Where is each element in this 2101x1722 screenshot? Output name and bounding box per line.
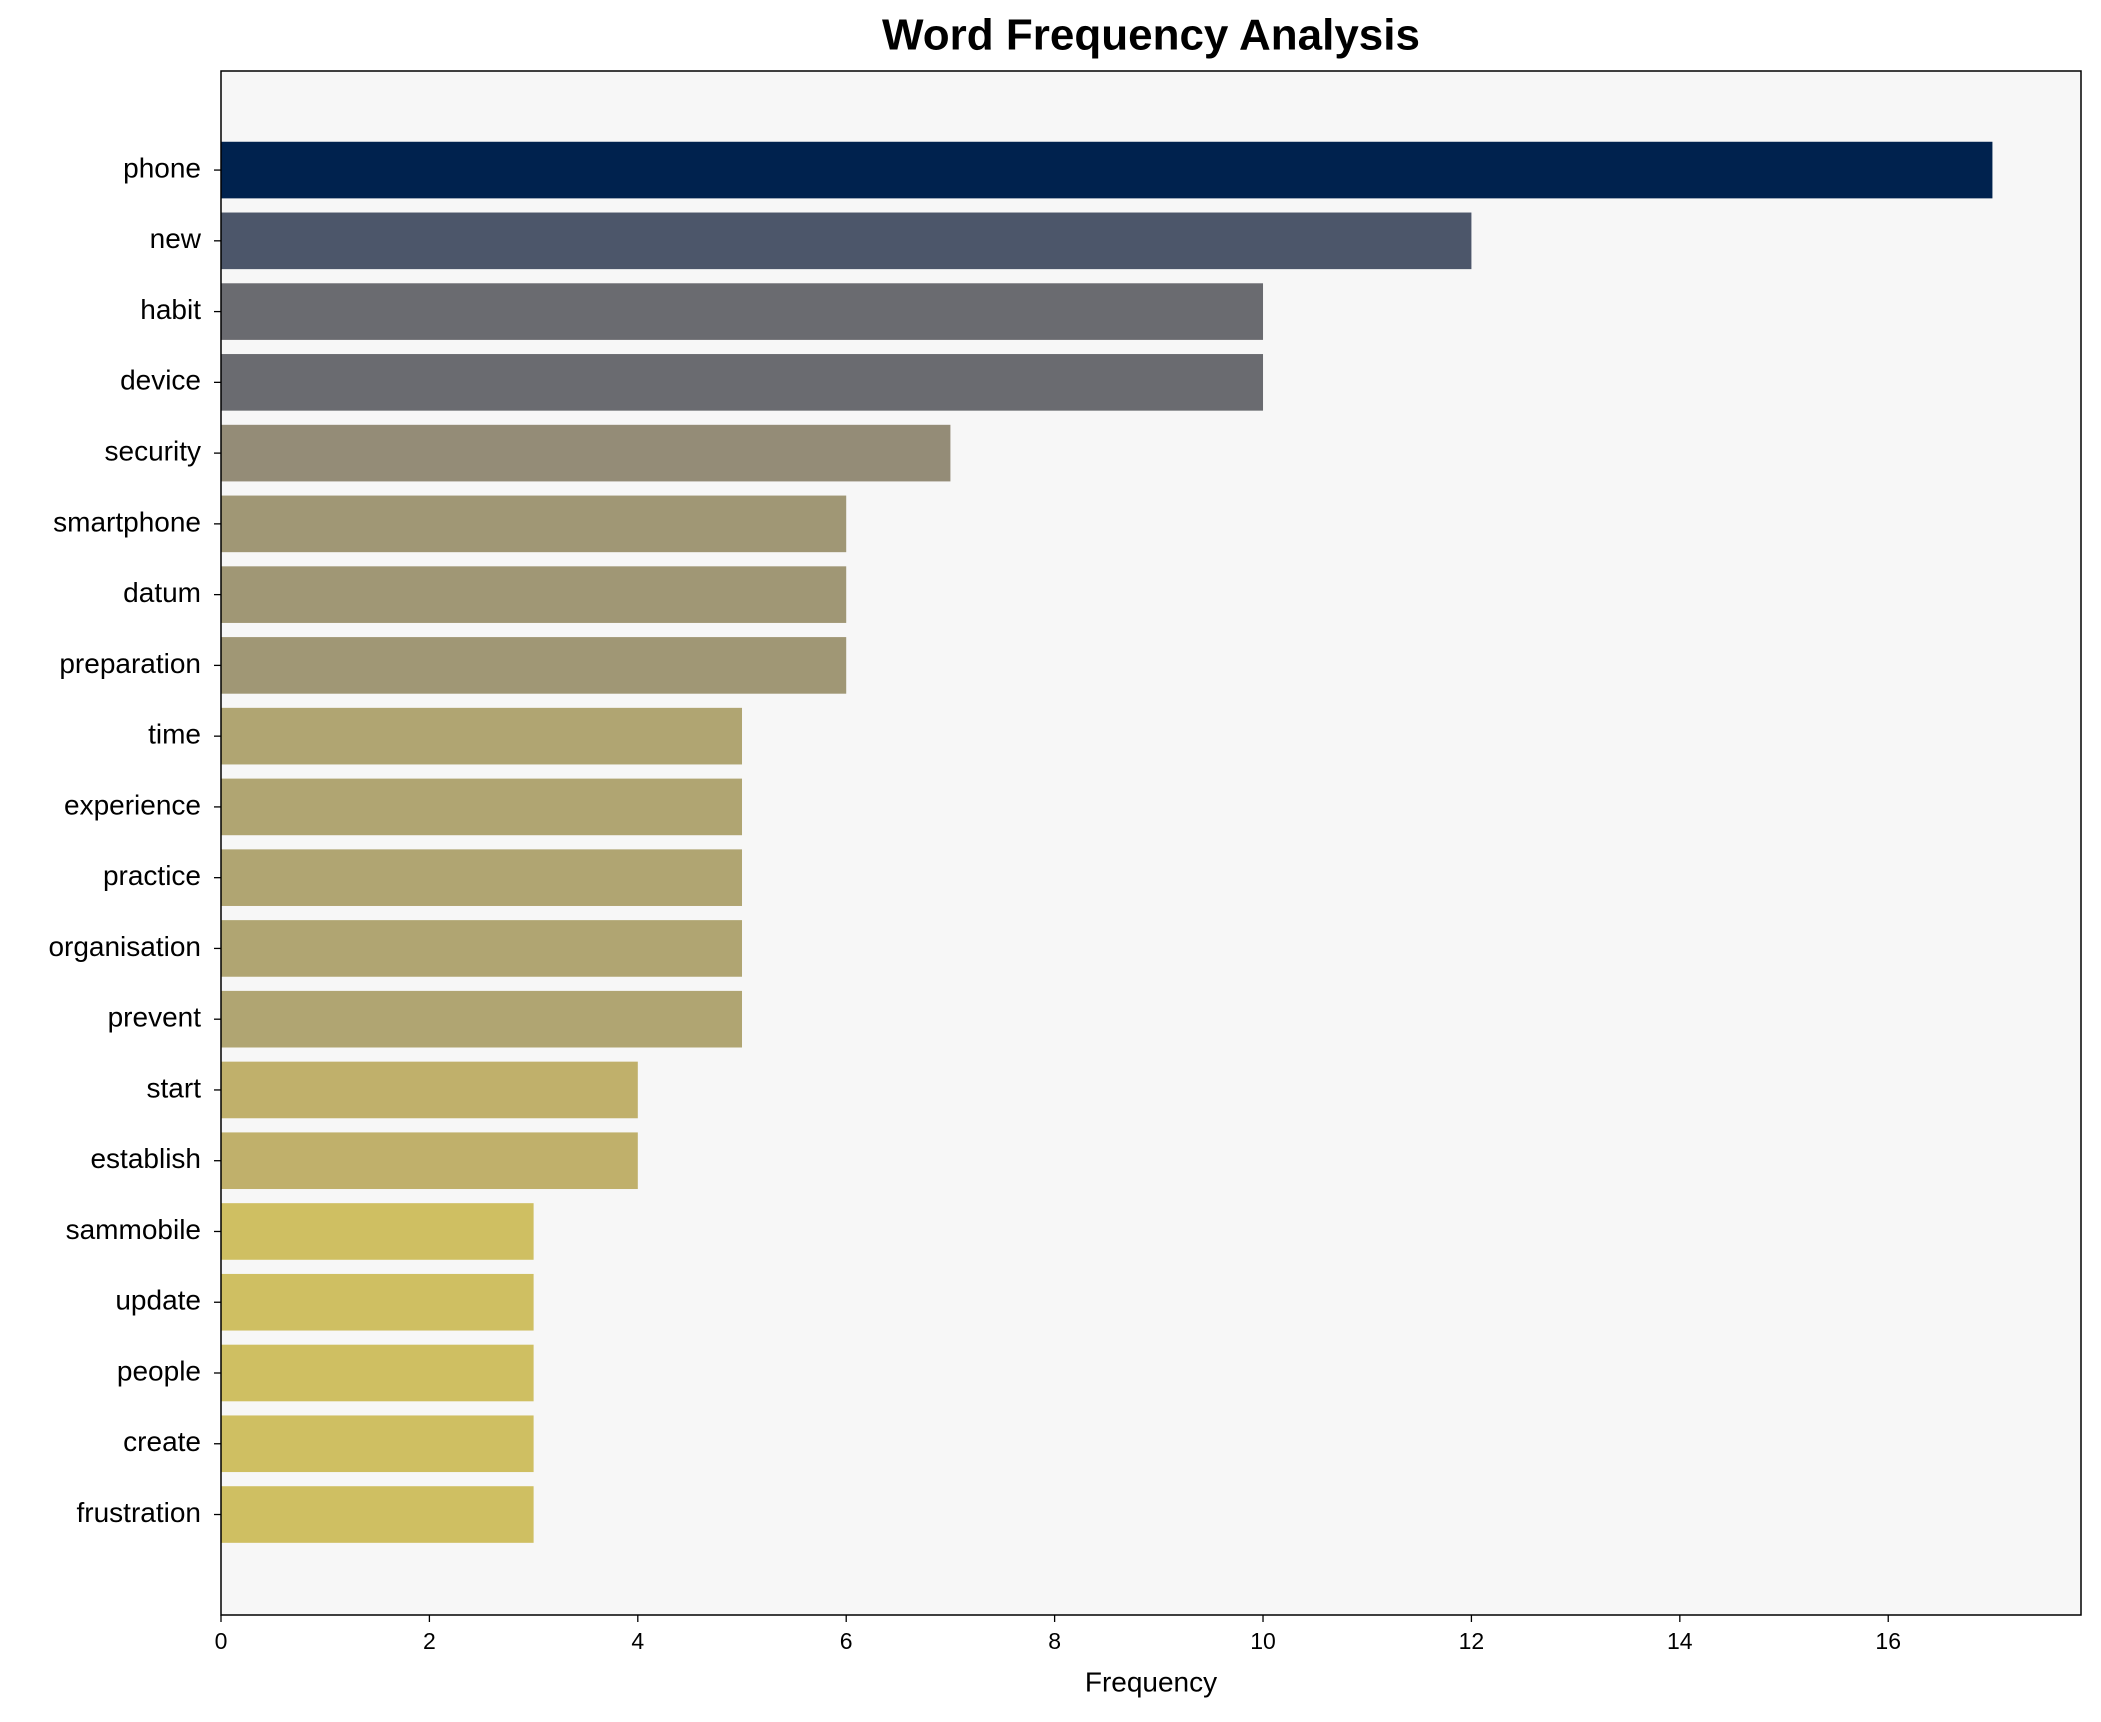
y-tick-label: habit <box>140 294 201 325</box>
y-tick-label: update <box>115 1285 201 1316</box>
y-tick-label: device <box>120 365 201 396</box>
bar <box>221 1486 534 1543</box>
y-tick-label: start <box>147 1072 202 1103</box>
bar <box>221 1061 638 1119</box>
bar <box>221 1132 638 1190</box>
bar <box>221 1273 534 1331</box>
y-tick-label: create <box>123 1426 201 1457</box>
bar <box>221 141 1993 199</box>
bar <box>221 566 847 623</box>
bar <box>221 1203 534 1260</box>
y-tick-label: practice <box>103 860 201 891</box>
y-tick-label: phone <box>123 152 201 183</box>
y-tick-label: people <box>117 1355 201 1386</box>
plot-frame <box>220 70 2082 1616</box>
bar <box>221 920 743 977</box>
bar <box>221 707 743 765</box>
x-tick-label: 12 <box>1459 1628 1485 1654</box>
x-tick-label: 2 <box>423 1628 436 1654</box>
y-tick-label: establish <box>90 1143 201 1174</box>
x-axis-label: Frequency <box>1085 1666 1217 1697</box>
bar <box>221 212 1472 270</box>
y-tick-label: experience <box>64 789 201 820</box>
bar <box>221 849 743 906</box>
y-tick-label: new <box>150 223 202 254</box>
bar <box>221 778 743 836</box>
x-tick-label: 16 <box>1875 1628 1901 1654</box>
x-tick-label: 14 <box>1667 1628 1693 1654</box>
bar <box>221 637 847 694</box>
x-tick-label: 8 <box>1048 1628 1061 1654</box>
y-tick-label: organisation <box>48 931 201 962</box>
bar <box>221 1344 534 1402</box>
y-tick-label: preparation <box>59 648 201 679</box>
x-tick-label: 0 <box>215 1628 228 1654</box>
x-tick-label: 10 <box>1250 1628 1276 1654</box>
bar <box>221 424 951 482</box>
y-tick-label: datum <box>123 577 201 608</box>
y-tick-label: time <box>148 719 201 750</box>
bar <box>221 1415 534 1473</box>
chart-title: Word Frequency Analysis <box>882 11 1420 60</box>
x-tick-label: 4 <box>631 1628 644 1654</box>
bar <box>221 354 1264 411</box>
y-tick-label: prevent <box>108 1002 202 1033</box>
bar <box>221 495 847 553</box>
bar <box>221 283 1264 340</box>
y-tick-label: smartphone <box>53 506 201 537</box>
bar <box>221 990 743 1048</box>
x-tick-label: 6 <box>840 1628 853 1654</box>
y-tick-label: security <box>105 435 201 466</box>
y-tick-label: frustration <box>77 1497 202 1528</box>
y-tick-label: sammobile <box>66 1214 201 1245</box>
